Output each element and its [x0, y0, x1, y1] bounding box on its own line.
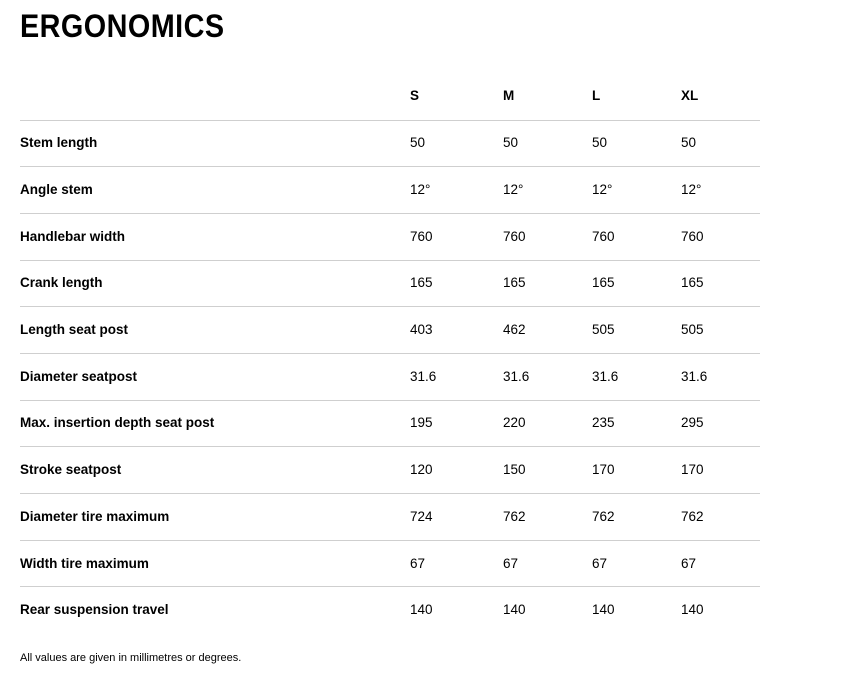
spec-value-l: 12° [592, 166, 681, 214]
spec-value-s: 195 [410, 399, 503, 447]
spec-label: Angle stem [20, 166, 410, 214]
spec-value-l: 67 [592, 539, 681, 587]
table-row: Stroke seatpost 120 150 170 170 [20, 446, 760, 494]
table-row: Length seat post 403 462 505 505 [20, 306, 760, 354]
spec-value-s: 140 [410, 586, 503, 634]
table-row: Stem length 50 50 50 50 [20, 119, 760, 167]
spec-value-m: 140 [503, 586, 592, 634]
spec-value-m: 760 [503, 212, 592, 261]
spec-value-xl: 165 [681, 259, 760, 307]
table-row: Max. insertion depth seat post 195 220 2… [20, 399, 760, 447]
table-row: Width tire maximum 67 67 67 67 [20, 539, 760, 587]
table-row: Diameter seatpost 31.6 31.6 31.6 31.6 [20, 352, 760, 401]
spec-value-s: 760 [410, 212, 503, 261]
spec-value-l: 170 [592, 446, 681, 494]
table-body: Stem length 50 50 50 50 Angle stem 12° 1… [20, 119, 760, 634]
spec-label: Diameter seatpost [20, 352, 410, 401]
spec-value-l: 762 [592, 493, 681, 541]
spec-value-xl: 50 [681, 119, 760, 167]
size-column-header-xl: XL [681, 88, 699, 104]
table-row: Handlebar width 760 760 760 760 [20, 212, 760, 261]
spec-label: Rear suspension travel [20, 586, 410, 634]
spec-value-m: 462 [503, 306, 592, 354]
spec-value-xl: 760 [681, 212, 760, 261]
spec-value-m: 67 [503, 539, 592, 587]
spec-label: Stroke seatpost [20, 446, 410, 494]
spec-value-l: 50 [592, 119, 681, 167]
size-column-header-m: M [503, 88, 515, 104]
spec-value-l: 235 [592, 399, 681, 447]
ergonomics-table: S M L XL Stem length 50 50 50 50 Angle s… [20, 73, 760, 634]
spec-value-l: 505 [592, 306, 681, 354]
spec-value-m: 12° [503, 166, 592, 214]
spec-value-xl: 67 [681, 539, 760, 587]
table-row: Angle stem 12° 12° 12° 12° [20, 166, 760, 214]
spec-value-l: 140 [592, 586, 681, 634]
spec-value-s: 120 [410, 446, 503, 494]
spec-value-xl: 140 [681, 586, 760, 634]
spec-value-s: 403 [410, 306, 503, 354]
table-header-row: S M L XL [20, 73, 760, 120]
spec-value-xl: 295 [681, 399, 760, 447]
units-footnote: All values are given in millimetres or d… [20, 651, 242, 664]
spec-section: ERGONOMICS S M L XL Stem length 50 50 50… [0, 10, 853, 665]
spec-value-m: 762 [503, 493, 592, 541]
spec-value-m: 165 [503, 259, 592, 307]
spec-value-l: 31.6 [592, 352, 681, 401]
spec-label: Crank length [20, 259, 410, 307]
spec-label: Max. insertion depth seat post [20, 399, 410, 447]
spec-label: Handlebar width [20, 212, 410, 261]
spec-value-s: 724 [410, 493, 503, 541]
spec-value-xl: 505 [681, 306, 760, 354]
spec-label: Diameter tire maximum [20, 493, 410, 541]
spec-value-s: 31.6 [410, 352, 503, 401]
spec-value-s: 165 [410, 259, 503, 307]
spec-value-s: 12° [410, 166, 503, 214]
spec-value-l: 760 [592, 212, 681, 261]
spec-value-xl: 762 [681, 493, 760, 541]
spec-value-s: 67 [410, 539, 503, 587]
table-row: Rear suspension travel 140 140 140 140 [20, 586, 760, 634]
spec-label-column-header [20, 73, 410, 120]
table-row: Crank length 165 165 165 165 [20, 259, 760, 307]
spec-value-l: 165 [592, 259, 681, 307]
spec-value-m: 220 [503, 399, 592, 447]
spec-label: Width tire maximum [20, 539, 410, 587]
spec-value-m: 50 [503, 119, 592, 167]
spec-value-xl: 170 [681, 446, 760, 494]
spec-label: Stem length [20, 119, 410, 167]
page-title: ERGONOMICS [20, 8, 225, 44]
table-row: Diameter tire maximum 724 762 762 762 [20, 493, 760, 541]
spec-value-m: 31.6 [503, 352, 592, 401]
spec-value-xl: 12° [681, 166, 760, 214]
spec-value-m: 150 [503, 446, 592, 494]
spec-label: Length seat post [20, 306, 410, 354]
size-column-header-s: S [410, 88, 420, 104]
size-column-header-l: L [592, 88, 601, 104]
spec-value-s: 50 [410, 119, 503, 167]
spec-value-xl: 31.6 [681, 352, 760, 401]
